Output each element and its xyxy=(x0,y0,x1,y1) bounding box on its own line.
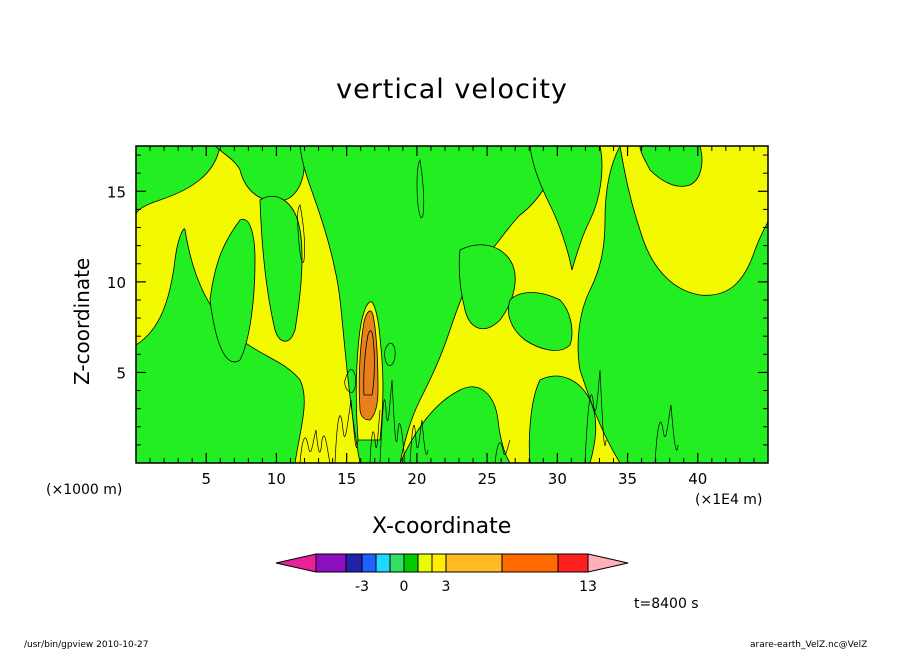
colorbar-cell xyxy=(375,553,391,573)
plot-frame xyxy=(135,145,769,464)
colorbar-cell xyxy=(431,553,447,573)
colorbar-tick-label: 3 xyxy=(442,579,451,595)
colorbar-cell xyxy=(315,553,347,573)
y-tick-label: 15 xyxy=(107,183,126,201)
colorbar-tick-label: 0 xyxy=(400,579,409,595)
x-unit-label: (×1000 m) xyxy=(46,482,123,498)
updraft-core xyxy=(355,301,384,441)
x-tick-label: 30 xyxy=(548,470,567,488)
x-tick-label: 25 xyxy=(478,470,497,488)
x-tick-label: 15 xyxy=(337,470,356,488)
colorbar-tick-label: -3 xyxy=(355,579,369,595)
chart-title: vertical velocity xyxy=(336,74,568,105)
x-tick-label: 10 xyxy=(267,470,286,488)
colorbar-cell xyxy=(361,553,377,573)
colorbar-cell xyxy=(557,553,589,573)
y-axis-label: Z-coordinate xyxy=(70,257,94,385)
colorbar-cell xyxy=(445,553,503,573)
colorbar-tick-label: 13 xyxy=(579,579,597,595)
y-unit-label: (×1E4 m) xyxy=(695,492,763,508)
footer-program-date: /usr/bin/gpview 2010-10-27 xyxy=(24,640,149,650)
x-axis: 5 10 15 20 25 30 35 40 xyxy=(149,146,755,488)
x-tick-label: 40 xyxy=(688,470,707,488)
timestamp-label: t=8400 s xyxy=(634,596,699,612)
negative-regions xyxy=(136,146,768,463)
colorbar-cell xyxy=(345,553,363,573)
colorbar-cell xyxy=(501,553,559,573)
colorbar-min-arrow xyxy=(275,553,317,573)
x-axis-label: X-coordinate xyxy=(372,514,512,539)
colorbar-max-arrow xyxy=(587,553,629,573)
colorbar-cell xyxy=(417,553,433,573)
x-tick-label: 35 xyxy=(618,470,637,488)
y-tick-label: 5 xyxy=(116,364,126,382)
x-tick-label: 5 xyxy=(201,470,211,488)
contour-field xyxy=(136,146,768,463)
colorbar-cell xyxy=(389,553,405,573)
colorbar-cell xyxy=(403,553,419,573)
y-tick-label: 10 xyxy=(107,274,126,292)
x-tick-label: 20 xyxy=(407,470,426,488)
colorbar xyxy=(275,553,629,573)
colorbar-ticks: -3 0 3 13 xyxy=(355,579,597,595)
y-axis: 5 10 15 xyxy=(107,154,768,446)
near-surface-contours xyxy=(297,159,679,463)
footer-source-file: arare-earth_VelZ.nc@VelZ xyxy=(750,640,868,650)
